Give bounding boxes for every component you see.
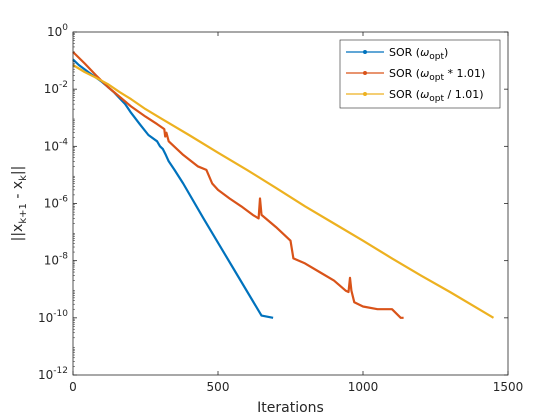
- x-tick-label: 1000: [348, 380, 379, 394]
- legend-label-1: SOR (ωopt): [389, 46, 448, 62]
- legend-marker-1: [363, 50, 367, 54]
- y-axis-ticks: 100 10-2 10-4 10-6 10-8 10-10 10-12: [38, 23, 508, 382]
- legend-3-prefix: SOR (: [389, 88, 420, 101]
- y-tick-label: 10-2: [44, 80, 68, 96]
- legend-1-omega: ω: [420, 46, 429, 59]
- legend-marker-2: [363, 71, 367, 75]
- y-label-sub-1: k+1: [18, 203, 29, 224]
- y-tick-label: 10-8: [44, 252, 69, 268]
- x-tick-label: 500: [207, 380, 230, 394]
- y-tick-label: 100: [47, 23, 68, 39]
- y-tick-label: 10-12: [38, 366, 68, 382]
- y-label-sub-2: k: [18, 175, 29, 181]
- y-axis-label: ||xk+1 - xk||: [10, 166, 29, 242]
- legend-2-prefix: SOR (: [389, 67, 420, 80]
- series-layer: [72, 51, 495, 319]
- y-tick-label: 10-6: [44, 195, 69, 211]
- legend-2-omega: ω: [420, 67, 429, 80]
- x-axis-label: Iterations: [257, 400, 324, 416]
- y-label-mid: - x: [10, 181, 26, 203]
- legend-entry-3: SOR (ωopt / 1.01): [346, 88, 484, 104]
- legend-3-suffix: / 1.01): [444, 88, 483, 101]
- x-axis-ticks: 0 500 1000 1500: [69, 32, 523, 394]
- legend-entry-2: SOR (ωopt * 1.01): [346, 67, 485, 83]
- legend-3-omega: ω: [420, 88, 429, 101]
- legend-2-suffix: * 1.01): [444, 67, 485, 80]
- series-2-line: [72, 51, 404, 319]
- legend-entry-1: SOR (ωopt): [346, 46, 448, 62]
- x-tick-label: 0: [69, 380, 77, 394]
- y-label-open: ||x: [10, 224, 26, 242]
- y-label-close: ||: [10, 166, 26, 175]
- x-tick-label: 1500: [493, 380, 524, 394]
- legend-label-3: SOR (ωopt / 1.01): [389, 88, 484, 104]
- legend: SOR (ωopt) SOR (ωopt * 1.01) SOR (ωopt /…: [339, 39, 501, 109]
- legend-1-prefix: SOR (: [389, 46, 420, 59]
- legend-1-sub: opt: [429, 52, 444, 62]
- series-3-line: [72, 64, 495, 319]
- y-tick-label: 10-10: [38, 309, 68, 325]
- legend-1-suffix: ): [444, 46, 448, 59]
- legend-label-2: SOR (ωopt * 1.01): [389, 67, 485, 83]
- legend-3-sub: opt: [429, 94, 444, 104]
- y-tick-label: 10-4: [44, 137, 69, 153]
- legend-marker-3: [363, 92, 367, 96]
- legend-2-sub: opt: [429, 73, 444, 83]
